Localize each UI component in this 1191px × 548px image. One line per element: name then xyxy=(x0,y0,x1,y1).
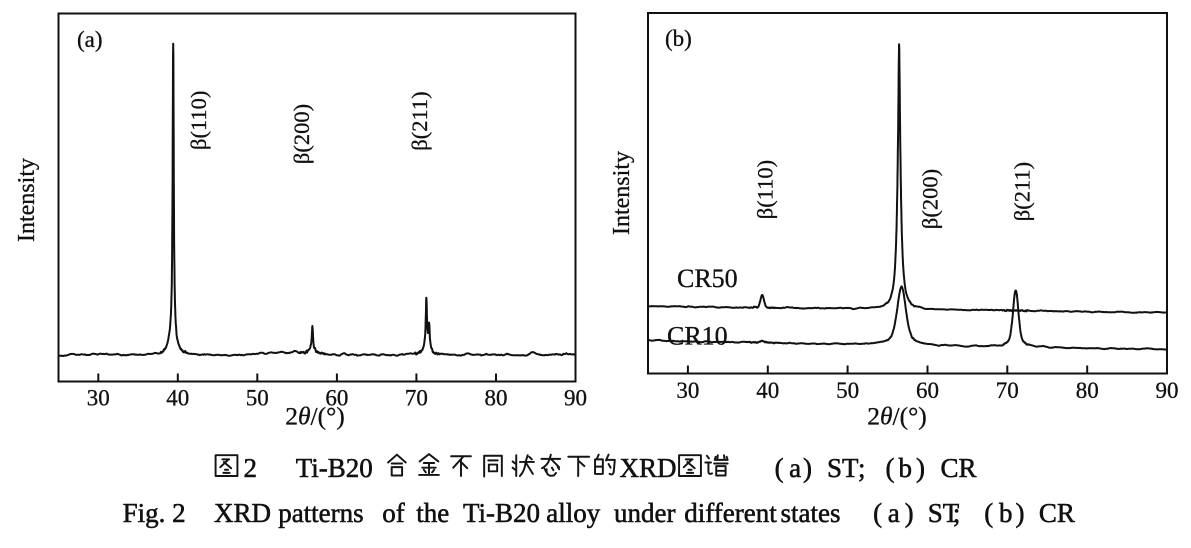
svg-text:60: 60 xyxy=(325,386,348,411)
svg-text:b: b xyxy=(899,453,913,483)
svg-text:CR: CR xyxy=(941,453,977,483)
svg-text:a: a xyxy=(789,453,801,483)
svg-text:;: ; xyxy=(858,453,866,483)
svg-text:(: ( xyxy=(873,498,882,528)
svg-text:60: 60 xyxy=(916,378,939,403)
svg-text:CR50: CR50 xyxy=(677,264,738,293)
svg-text:40: 40 xyxy=(166,386,189,411)
svg-text:b: b xyxy=(999,498,1013,528)
svg-text:40: 40 xyxy=(756,378,779,403)
svg-text:ST: ST xyxy=(928,498,960,528)
svg-text:70: 70 xyxy=(405,386,428,411)
svg-text:(b): (b) xyxy=(665,26,692,51)
svg-text:of: of xyxy=(382,498,405,528)
svg-text:30: 30 xyxy=(87,386,110,411)
svg-text:): ) xyxy=(905,498,914,528)
svg-text:50: 50 xyxy=(836,378,859,403)
svg-text:Intensity: Intensity xyxy=(14,158,40,242)
svg-text:90: 90 xyxy=(1156,378,1179,403)
svg-text:XRD: XRD xyxy=(620,453,677,483)
svg-text:a: a xyxy=(888,498,900,528)
svg-text:states: states xyxy=(781,498,841,528)
svg-text:β(211): β(211) xyxy=(1010,162,1035,221)
svg-text:): ) xyxy=(803,453,812,483)
svg-text:50: 50 xyxy=(246,386,269,411)
svg-text:β(110): β(110) xyxy=(753,160,778,219)
svg-text:Ti-B20: Ti-B20 xyxy=(463,498,540,528)
svg-text:Fig. 2: Fig. 2 xyxy=(123,498,186,528)
svg-text:;: ; xyxy=(953,498,961,528)
svg-text:XRD: XRD xyxy=(214,498,271,528)
svg-text:30: 30 xyxy=(676,378,699,403)
svg-text:(: ( xyxy=(886,453,895,483)
svg-text:alloy: alloy xyxy=(546,498,600,528)
svg-text:β(110): β(110) xyxy=(186,91,211,150)
svg-text:patterns: patterns xyxy=(278,498,363,528)
svg-text:CR: CR xyxy=(1039,498,1075,528)
svg-text:different: different xyxy=(684,498,777,528)
svg-text:80: 80 xyxy=(1076,378,1099,403)
svg-text:under: under xyxy=(614,498,675,528)
svg-text:β(200): β(200) xyxy=(289,104,314,164)
svg-text:Ti-B20: Ti-B20 xyxy=(296,453,373,483)
svg-text:80: 80 xyxy=(485,386,508,411)
svg-text:CR10: CR10 xyxy=(667,322,728,351)
svg-text:): ) xyxy=(1016,498,1025,528)
svg-text:2θ/(°): 2θ/(°) xyxy=(285,402,345,431)
svg-text:the: the xyxy=(416,498,449,528)
svg-text:ST: ST xyxy=(827,453,859,483)
svg-text:90: 90 xyxy=(564,386,587,411)
svg-text:(: ( xyxy=(984,498,993,528)
svg-text:2θ/(°): 2θ/(°) xyxy=(867,402,927,431)
svg-text:): ) xyxy=(916,453,925,483)
svg-text:Intensity: Intensity xyxy=(609,151,635,235)
svg-text:(: ( xyxy=(775,453,784,483)
svg-text:(a): (a) xyxy=(77,27,103,52)
svg-text:β(200): β(200) xyxy=(918,169,943,229)
svg-text:70: 70 xyxy=(996,378,1019,403)
svg-text:2: 2 xyxy=(244,453,258,483)
svg-text:β(211): β(211) xyxy=(407,91,432,150)
